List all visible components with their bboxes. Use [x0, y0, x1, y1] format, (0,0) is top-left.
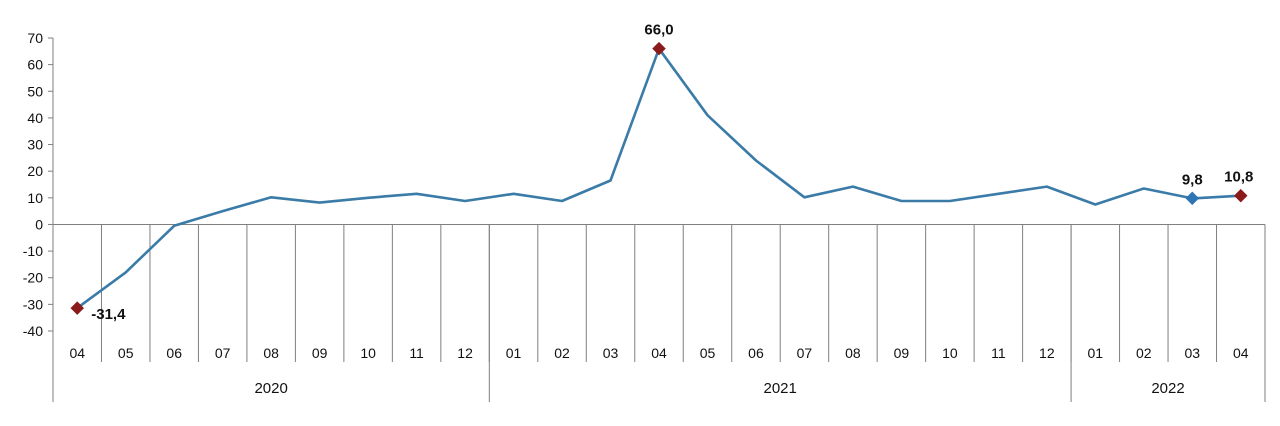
x-tick-label: 03	[1184, 345, 1200, 361]
y-tick-label: -20	[23, 270, 43, 286]
year-label: 2020	[254, 380, 287, 397]
x-axis: 04 05 06 07 08 09 10 11 12 01 02 03 04 05 06 07 08 09 10 11…	[52, 223, 1266, 402]
y-tick-label: -10	[23, 243, 43, 259]
y-tick-label: -30	[23, 296, 43, 312]
x-tick-label: 01	[1088, 345, 1104, 361]
data-point-marker	[1233, 188, 1248, 203]
series-polyline	[76, 47, 1241, 310]
y-tick-label: -40	[23, 323, 43, 339]
x-tick-label: 05	[118, 345, 134, 361]
x-tick-label: 12	[1039, 345, 1055, 361]
data-label: 10,8	[1224, 169, 1253, 186]
y-axis: -40 -30 -20 -10 0 10 20 30 40 50 60 70	[23, 30, 54, 339]
data-label: -31,4	[91, 306, 126, 323]
x-tick-label: 12	[457, 345, 473, 361]
year-label: 2022	[1151, 380, 1184, 397]
x-tick-label: 05	[700, 345, 716, 361]
x-tick-label: 08	[263, 345, 279, 361]
data-point-marker	[1185, 191, 1200, 206]
y-tick-label: 50	[27, 83, 43, 99]
y-tick-label: 0	[35, 216, 43, 232]
x-tick-label: 01	[506, 345, 522, 361]
data-label: 9,8	[1182, 171, 1203, 188]
series-line	[76, 47, 1241, 310]
year-label: 2021	[764, 380, 797, 397]
data-point-marker	[652, 41, 666, 56]
x-tick-label: 06	[166, 345, 182, 361]
x-tick-label: 07	[797, 345, 813, 361]
y-tick-label: 70	[27, 30, 43, 46]
markers: -31,4 66,0 9,8 10,8	[70, 22, 1253, 323]
y-tick-label: 60	[27, 57, 43, 73]
y-tick-label: 10	[27, 190, 43, 206]
x-tick-label: 09	[894, 345, 910, 361]
x-tick-label: 04	[69, 345, 85, 361]
y-tick-label: 30	[27, 137, 43, 153]
x-tick-label: 02	[554, 345, 570, 361]
x-tick-label: 04	[651, 345, 667, 361]
x-tick-label: 03	[603, 345, 619, 361]
y-tick-label: 20	[27, 163, 43, 179]
x-tick-label: 11	[991, 345, 1006, 361]
x-tick-label: 04	[1233, 345, 1249, 361]
x-tick-label: 02	[1136, 345, 1152, 361]
x-tick-label: 09	[312, 345, 328, 361]
x-tick-label: 07	[215, 345, 231, 361]
x-tick-label: 10	[942, 345, 958, 361]
x-tick-label: 11	[409, 345, 424, 361]
x-tick-label: 08	[845, 345, 861, 361]
x-tick-label: 10	[360, 345, 376, 361]
data-label: 66,0	[644, 22, 673, 39]
x-tick-label: 06	[748, 345, 764, 361]
y-tick-label: 40	[27, 110, 43, 126]
data-point-marker	[70, 301, 85, 315]
